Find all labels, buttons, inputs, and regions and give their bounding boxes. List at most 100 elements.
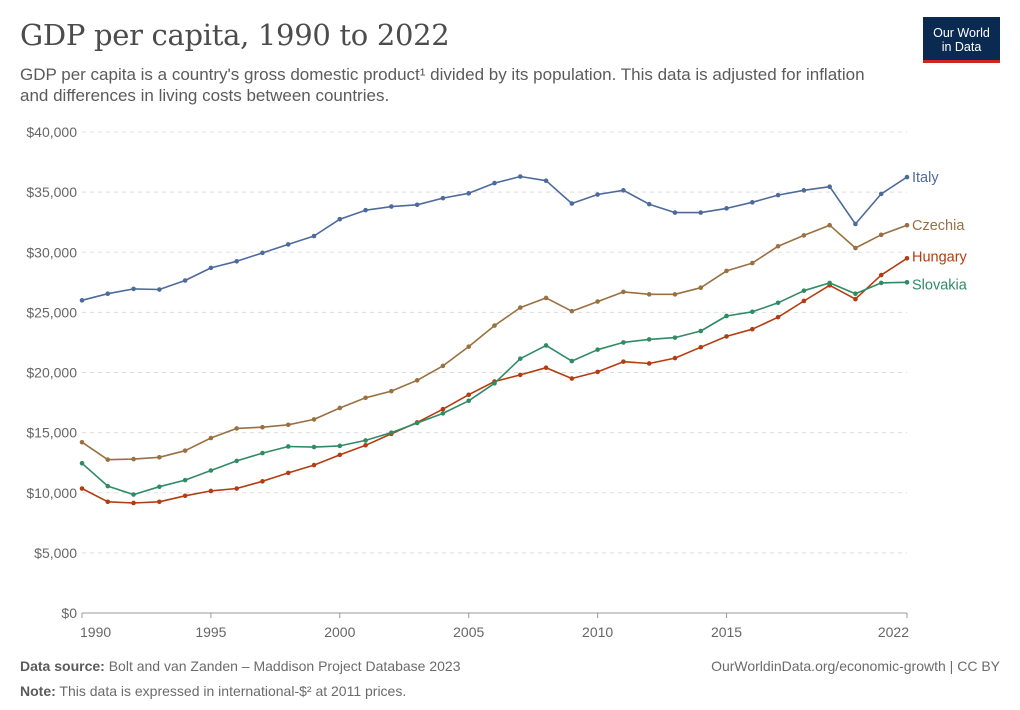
- y-tick-label: $5,000: [34, 545, 77, 561]
- data-point: [595, 299, 600, 304]
- data-point: [750, 309, 755, 315]
- data-point: [569, 376, 575, 381]
- data-point: [440, 411, 446, 416]
- data-point: [389, 388, 394, 394]
- data-point: [621, 289, 626, 295]
- data-point: [311, 417, 317, 422]
- y-tick-label: $25,000: [26, 304, 77, 320]
- data-point: [208, 468, 214, 473]
- data-point: [672, 292, 678, 297]
- data-point: [131, 500, 136, 506]
- y-tick-label: $15,000: [26, 425, 77, 441]
- data-point: [827, 222, 832, 228]
- data-point: [182, 448, 188, 453]
- data-point: [363, 207, 368, 213]
- x-tick-label: 2005: [453, 624, 484, 640]
- data-point: [878, 280, 884, 286]
- data-point: [414, 202, 420, 208]
- y-tick-label: $35,000: [26, 184, 77, 200]
- data-point: [208, 488, 214, 494]
- data-point: [801, 188, 807, 193]
- data-point: [337, 216, 343, 222]
- data-point: [466, 191, 472, 196]
- data-point: [157, 499, 162, 505]
- data-point: [775, 243, 781, 249]
- data-point: [621, 340, 626, 345]
- data-point: [750, 326, 755, 332]
- data-point: [595, 369, 600, 375]
- data-point: [853, 291, 858, 297]
- logo-line-1: Our World: [933, 25, 990, 40]
- data-point: [285, 242, 291, 247]
- data-point: [517, 305, 523, 310]
- data-point: [646, 337, 652, 342]
- data-point: [182, 493, 188, 499]
- data-point: [878, 232, 884, 238]
- data-point: [543, 343, 549, 348]
- data-source-label: Data source:: [20, 658, 105, 674]
- owid-logo[interactable]: Our World in Data: [923, 17, 1000, 63]
- data-point: [569, 201, 575, 206]
- data-point: [311, 444, 317, 450]
- data-point: [775, 192, 781, 198]
- series-label-slovakia: Slovakia: [912, 277, 968, 293]
- data-point: [234, 486, 239, 491]
- data-point: [79, 298, 85, 303]
- data-point: [389, 430, 394, 435]
- data-point: [234, 426, 239, 431]
- data-point: [621, 188, 626, 193]
- data-point: [517, 372, 523, 378]
- data-point: [672, 210, 678, 215]
- data-point: [775, 314, 781, 320]
- note-label: Note:: [20, 683, 56, 699]
- data-point: [414, 378, 420, 383]
- data-point: [543, 365, 549, 370]
- chart-note: Note: This data is expressed in internat…: [20, 683, 406, 699]
- data-point: [724, 268, 729, 274]
- data-point: [79, 439, 85, 445]
- data-point: [827, 280, 832, 286]
- data-point: [79, 486, 85, 491]
- source-url[interactable]: OurWorldinData.org/economic-growth | CC …: [711, 658, 1000, 674]
- data-point: [853, 296, 858, 302]
- data-point: [801, 288, 807, 294]
- data-point: [182, 278, 188, 283]
- data-point: [466, 398, 472, 404]
- data-point: [440, 363, 446, 369]
- data-point: [724, 334, 729, 339]
- data-point: [492, 323, 497, 328]
- data-point: [337, 405, 343, 411]
- data-point: [105, 457, 111, 462]
- data-point: [363, 395, 368, 401]
- x-tick-label: 2022: [878, 624, 909, 640]
- chart-subtitle: GDP per capita is a country's gross dome…: [20, 65, 865, 105]
- chart-title: GDP per capita, 1990 to 2022: [20, 18, 450, 52]
- data-point: [878, 191, 884, 197]
- data-point: [543, 295, 549, 301]
- data-point: [337, 452, 343, 458]
- data-point: [389, 204, 394, 209]
- data-point: [311, 233, 317, 239]
- note-text: This data is expressed in international-…: [59, 683, 407, 699]
- data-point: [646, 201, 652, 207]
- data-source-text[interactable]: Bolt and van Zanden – Maddison Project D…: [108, 658, 461, 674]
- data-point: [492, 180, 497, 186]
- data-point: [311, 462, 317, 468]
- data-point: [595, 347, 600, 352]
- data-point: [492, 381, 497, 386]
- data-point: [801, 233, 807, 238]
- data-point: [157, 287, 162, 292]
- data-point: [672, 335, 678, 340]
- data-point: [79, 460, 85, 466]
- series-line-czechia: [81, 224, 908, 461]
- data-point: [724, 206, 729, 211]
- data-point: [827, 184, 832, 190]
- data-point: [517, 356, 523, 361]
- data-point: [105, 499, 111, 505]
- data-point: [543, 178, 549, 184]
- data-point: [157, 454, 162, 460]
- data-point: [105, 291, 111, 297]
- data-source: Data source: Bolt and van Zanden – Maddi…: [20, 658, 461, 674]
- data-point: [440, 195, 446, 201]
